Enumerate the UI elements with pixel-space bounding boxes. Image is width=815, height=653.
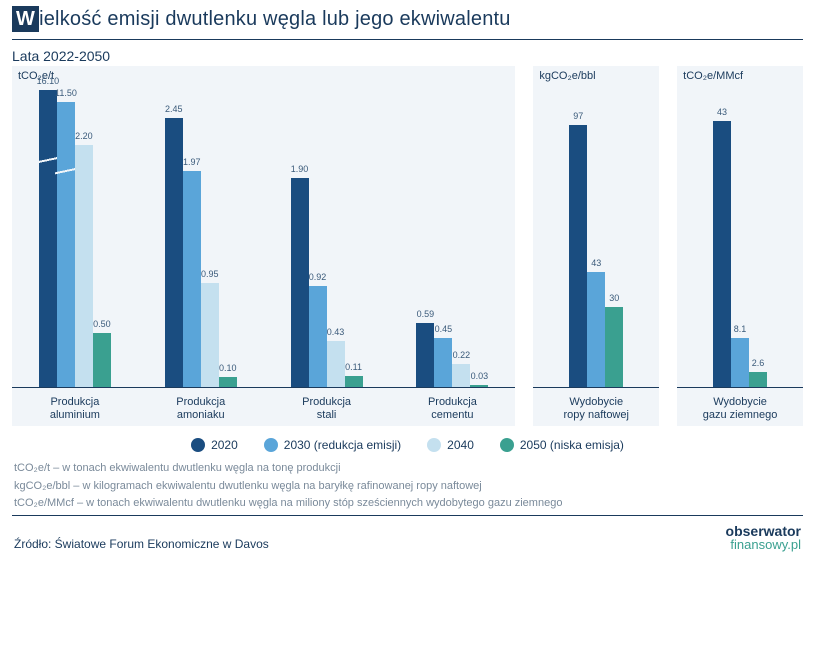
bar-group: 2.451.970.950.10 [138, 90, 264, 388]
legend-label: 2040 [447, 438, 474, 452]
bar: 2.45 [165, 118, 183, 388]
y-axis-unit: tCO₂e/MMcf [683, 70, 743, 82]
bar: 0.95 [201, 283, 219, 388]
x-axis-label: Produkcjaamoniaku [138, 396, 264, 422]
legend-swatch-icon [427, 438, 441, 452]
bar-value-label: 0.59 [417, 309, 435, 319]
chart-panel: tCO₂e/t16.1011.502.200.502.451.970.950.1… [12, 66, 515, 426]
baseline [677, 387, 803, 388]
bar-value-label: 30 [609, 293, 619, 303]
legend-swatch-icon [264, 438, 278, 452]
legend-item: 2040 [427, 438, 474, 452]
chart-source: Źródło: Światowe Forum Ekonomiczne w Dav… [14, 537, 269, 551]
footer-row: Źródło: Światowe Forum Ekonomiczne w Dav… [0, 516, 815, 557]
chart-subtitle: Lata 2022-2050 [0, 40, 815, 66]
x-axis-label: Wydobyciegazu ziemnego [677, 396, 803, 422]
title-initial: W [12, 6, 39, 32]
y-axis-unit: kgCO₂e/bbl [539, 70, 595, 82]
bar-value-label: 2.6 [752, 358, 765, 368]
bar: 8.1 [731, 338, 749, 388]
baseline [12, 387, 515, 388]
footnote-line: tCO₂e/MMcf – w tonach ekwiwalentu dwutle… [14, 495, 801, 513]
x-labels: Wydobyciegazu ziemnego [677, 396, 803, 422]
legend-item: 2020 [191, 438, 238, 452]
bar: 0.92 [309, 286, 327, 388]
legend-swatch-icon [500, 438, 514, 452]
bar: 0.43 [327, 341, 345, 388]
x-axis-label: Produkcjacementu [389, 396, 515, 422]
legend-item: 2030 (redukcja emisji) [264, 438, 401, 452]
bar-group: 1.900.920.430.11 [264, 90, 390, 388]
axis-break-icon [37, 156, 59, 164]
footnote-line: tCO₂e/t – w tonach ekwiwalentu dwutlenku… [14, 460, 801, 478]
bar-value-label: 16.10 [37, 76, 60, 86]
chart-panel: kgCO₂e/bbl974330Wydobycieropy naftowej [533, 66, 659, 426]
x-axis-label: Produkcjastali [264, 396, 390, 422]
brand-line1: obserwator [726, 524, 801, 538]
bar-value-label: 97 [573, 111, 583, 121]
bar-value-label: 0.11 [345, 362, 362, 372]
bar: 0.50 [93, 333, 111, 388]
bar-value-label: 0.10 [219, 363, 237, 373]
bar-value-label: 0.95 [201, 269, 219, 279]
plot-area: 16.1011.502.200.502.451.970.950.101.900.… [12, 90, 515, 388]
bar: 43 [587, 272, 605, 388]
bar: 43 [713, 121, 731, 388]
bar-group: 438.12.6 [677, 90, 803, 388]
bar-value-label: 0.92 [309, 272, 327, 282]
bar-group: 0.590.450.220.03 [389, 90, 515, 388]
legend-item: 2050 (niska emisja) [500, 438, 624, 452]
bar: 2.6 [749, 372, 767, 388]
footnote-line: kgCO₂e/bbl – w kilogramach ekwiwalentu d… [14, 478, 801, 496]
bar: 16.10 [39, 90, 57, 388]
chart-legend: 2020 2030 (redukcja emisji) 2040 2050 (nisk… [0, 426, 815, 460]
bar-value-label: 0.43 [327, 327, 345, 337]
bar-value-label: 0.45 [435, 324, 453, 334]
bar: 1.90 [291, 178, 309, 388]
bar: 1.97 [183, 171, 201, 388]
x-labels: ProdukcjaaluminiumProdukcjaamoniakuProdu… [12, 396, 515, 422]
bar: 97 [569, 125, 587, 388]
bar: 11.50 [57, 102, 75, 388]
bar-value-label: 0.50 [93, 319, 111, 329]
bar-value-label: 11.50 [55, 88, 77, 98]
bar: 30 [605, 307, 623, 388]
legend-label: 2050 (niska emisja) [520, 438, 624, 452]
bar: 2.20 [75, 145, 93, 388]
bar: 0.22 [452, 364, 470, 388]
bar-value-label: 2.45 [165, 104, 183, 114]
plot-area: 438.12.6 [677, 90, 803, 388]
x-axis-label: Produkcjaaluminium [12, 396, 138, 422]
bar-value-label: 1.97 [183, 157, 201, 167]
x-labels: Wydobycieropy naftowej [533, 396, 659, 422]
bar-group: 974330 [533, 90, 659, 388]
baseline [533, 387, 659, 388]
bar-value-label: 0.03 [471, 371, 489, 381]
plot-area: 974330 [533, 90, 659, 388]
brand-line2: finansowy.pl [726, 538, 801, 551]
bar-value-label: 43 [717, 107, 727, 117]
title-rest: ielkość emisji dwutlenku węgla lub jego … [39, 8, 511, 30]
bar: 0.45 [434, 338, 452, 388]
bar-value-label: 1.90 [291, 164, 309, 174]
chart-title: Wielkość emisji dwutlenku węgla lub jego… [12, 8, 803, 31]
chart-panels: tCO₂e/t16.1011.502.200.502.451.970.950.1… [0, 66, 815, 426]
legend-swatch-icon [191, 438, 205, 452]
chart-panel: tCO₂e/MMcf438.12.6Wydobyciegazu ziemnego [677, 66, 803, 426]
bar-value-label: 2.20 [75, 131, 93, 141]
title-bar: Wielkość emisji dwutlenku węgla lub jego… [0, 0, 815, 35]
bar-value-label: 0.22 [453, 350, 471, 360]
legend-label: 2030 (redukcja emisji) [284, 438, 401, 452]
legend-label: 2020 [211, 438, 238, 452]
axis-break-icon [55, 167, 77, 175]
bar-value-label: 8.1 [734, 324, 747, 334]
chart-footnotes: tCO₂e/t – w tonach ekwiwalentu dwutlenku… [0, 460, 815, 513]
brand-logo: obserwator finansowy.pl [726, 524, 801, 551]
x-axis-label: Wydobycieropy naftowej [533, 396, 659, 422]
bar-group: 16.1011.502.200.50 [12, 90, 138, 388]
bar-value-label: 43 [591, 258, 601, 268]
bar: 0.59 [416, 323, 434, 388]
